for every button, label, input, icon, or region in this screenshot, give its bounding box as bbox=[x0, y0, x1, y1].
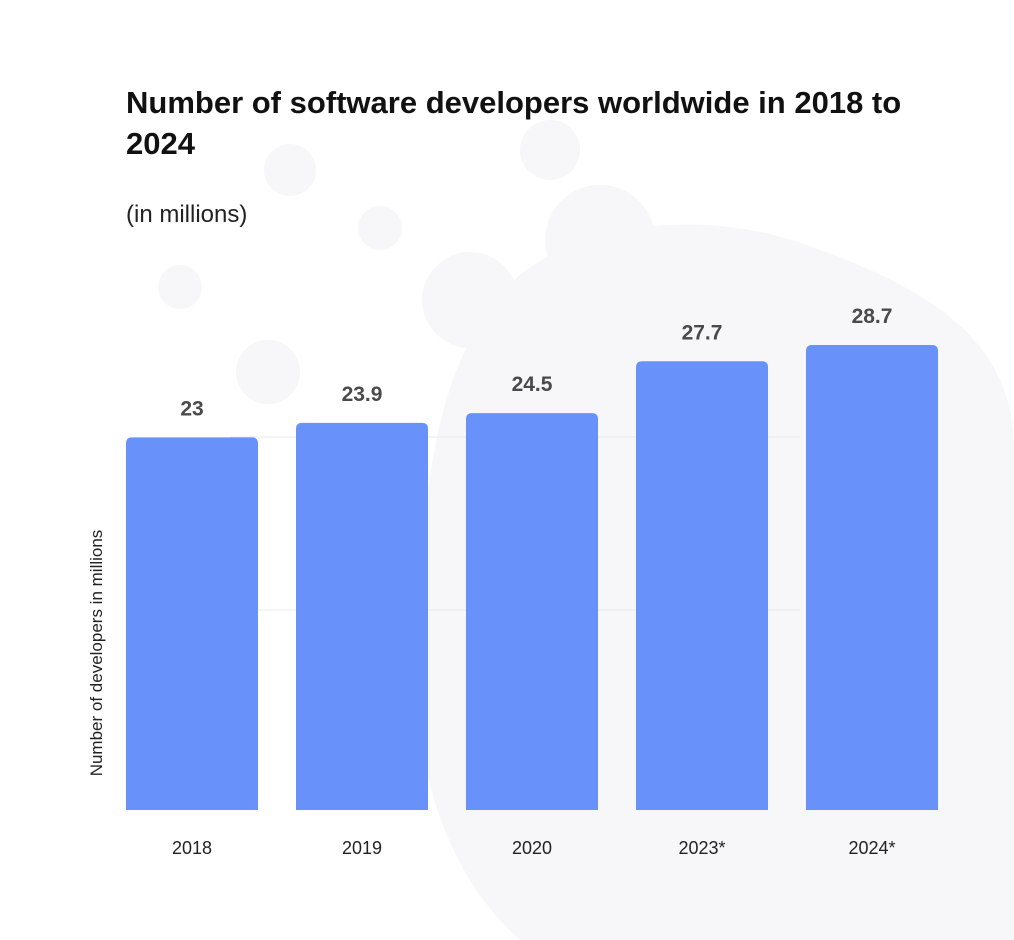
background-circle bbox=[520, 120, 580, 180]
x-tick-label: 2020 bbox=[512, 838, 552, 858]
background-circle bbox=[358, 206, 402, 250]
bars bbox=[126, 345, 938, 810]
bar-2020 bbox=[466, 413, 598, 810]
background-circle bbox=[545, 185, 655, 295]
x-tick-labels: 2018 2019 2020 2023* 2024* bbox=[172, 838, 896, 858]
bar-value-label: 28.7 bbox=[852, 305, 893, 328]
background-circle bbox=[264, 144, 316, 196]
bar-value-label: 23.9 bbox=[342, 383, 383, 406]
x-tick-label: 2019 bbox=[342, 838, 382, 858]
bar-2018 bbox=[126, 437, 258, 810]
chart-title: Number of software developers worldwide … bbox=[126, 85, 902, 161]
x-tick-label: 2024* bbox=[848, 838, 895, 858]
x-tick-label: 2018 bbox=[172, 838, 212, 858]
value-labels: 23 23.9 24.5 27.7 28.7 bbox=[180, 305, 892, 420]
bar-value-label: 24.5 bbox=[512, 373, 553, 396]
chart-subtitle: (in millions) bbox=[126, 201, 248, 228]
x-tick-label: 2023* bbox=[678, 838, 725, 858]
background-circle bbox=[158, 265, 202, 309]
bar-2019 bbox=[296, 422, 428, 810]
background-circle bbox=[422, 252, 518, 348]
bar-2023-projected bbox=[636, 361, 768, 810]
bar-2024-projected bbox=[806, 345, 938, 810]
bar-value-label: 23 bbox=[180, 397, 203, 420]
y-axis-label: Number of developers in millions bbox=[87, 530, 106, 777]
background-circle bbox=[236, 340, 300, 404]
bar-value-label: 27.7 bbox=[682, 321, 723, 344]
